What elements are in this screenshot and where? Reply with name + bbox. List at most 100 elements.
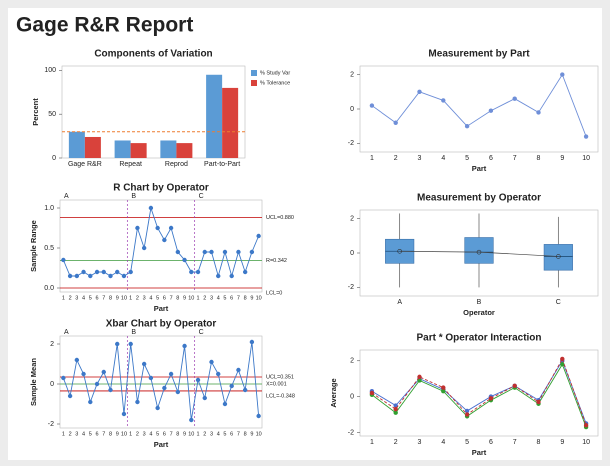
data-point: [560, 72, 565, 77]
x-tick-label: Repeat: [119, 161, 142, 168]
data-point: [189, 417, 194, 423]
x-tick-label: 10: [256, 431, 262, 437]
control-label: UCL=0.351: [266, 374, 294, 380]
data-point: [560, 356, 565, 362]
data-point: [148, 205, 154, 211]
data-point: [216, 371, 221, 377]
x-tick-label: 6: [489, 155, 493, 162]
control-label: UCL=0.880: [266, 215, 294, 221]
data-point: [61, 375, 66, 381]
legend-label: % Study Var: [260, 70, 290, 76]
x-axis-label: Part: [472, 164, 487, 173]
x-axis-label: Part: [154, 304, 169, 313]
plot-frame: [359, 349, 599, 437]
data-point: [536, 110, 541, 115]
data-point: [81, 269, 86, 275]
y-tick-label: 2: [350, 358, 354, 365]
series-line: [371, 363, 587, 428]
x-tick-label: 8: [537, 155, 541, 162]
data-point: [216, 273, 221, 279]
data-point: [222, 249, 228, 255]
x-tick-label: 9: [116, 295, 119, 301]
data-point: [67, 273, 73, 279]
x-tick-label: 9: [250, 431, 253, 437]
data-point: [441, 389, 446, 394]
plot-frame: [59, 199, 263, 293]
x-tick-label: B: [477, 299, 482, 306]
y-tick-label: 0: [50, 381, 54, 388]
y-tick-label: 100: [44, 67, 56, 74]
x-tick-label: 4: [441, 439, 445, 446]
bar: [114, 140, 131, 158]
x-tick-label: 5: [156, 295, 159, 301]
data-point: [560, 362, 565, 367]
data-point: [115, 341, 120, 347]
data-point: [94, 269, 100, 275]
y-tick-label: -2: [348, 140, 354, 147]
x-tick-label: 10: [188, 431, 194, 437]
data-point: [417, 378, 422, 383]
y-tick-label: 0: [52, 155, 56, 162]
x-axis-label: Part: [154, 440, 169, 449]
x-tick-label: 5: [465, 155, 469, 162]
x-tick-label: 2: [203, 295, 206, 301]
x-tick-label: 7: [170, 431, 173, 437]
plot-frame: [59, 335, 263, 429]
data-point: [101, 269, 106, 275]
data-point: [162, 237, 167, 243]
x-tick-label: 5: [223, 431, 226, 437]
data-point: [417, 374, 422, 380]
data-point: [148, 375, 154, 381]
x-tick-label: 3: [210, 431, 213, 437]
x-tick-label: A: [397, 299, 402, 306]
y-tick-label: 2: [50, 341, 54, 348]
data-point: [88, 273, 93, 279]
data-point: [583, 423, 589, 428]
data-point: [393, 120, 398, 125]
bar: [68, 131, 85, 158]
x-tick-label: 9: [116, 431, 119, 437]
x-tick-label: 1: [129, 295, 132, 301]
x-tick-label: 8: [109, 295, 112, 301]
bar: [222, 87, 239, 158]
section-label: B: [131, 329, 136, 336]
data-point: [81, 371, 86, 377]
x-tick-label: 4: [217, 431, 220, 437]
y-tick-label: -2: [348, 429, 354, 436]
x-tick-label: 2: [136, 295, 139, 301]
x-tick-label: 5: [465, 439, 469, 446]
x-tick-label: 6: [163, 295, 166, 301]
bar: [176, 143, 193, 158]
x-tick-label: 7: [513, 439, 517, 446]
mean-point: [556, 254, 561, 259]
x-tick-label: 5: [156, 431, 159, 437]
mean-point: [397, 248, 402, 254]
data-point: [108, 387, 113, 393]
data-point: [101, 369, 106, 375]
section-label: C: [199, 193, 204, 200]
y-axis-label: Sample Mean: [29, 358, 38, 406]
x-axis-label: Operator: [463, 308, 495, 317]
data-point: [369, 390, 375, 396]
data-point: [141, 245, 147, 251]
legend-label: % Tolerance: [260, 80, 290, 86]
x-tick-label: 5: [89, 295, 92, 301]
x-tick-label: 9: [183, 431, 186, 437]
data-point: [512, 383, 517, 389]
x-tick-label: 4: [441, 155, 445, 162]
x-tick-label: 9: [183, 295, 186, 301]
data-point: [488, 396, 494, 401]
x-tick-label: 7: [237, 431, 240, 437]
data-point: [249, 249, 255, 255]
x-tick-label: 2: [69, 431, 72, 437]
x-axis-label: Part: [472, 448, 487, 457]
data-point: [189, 269, 194, 275]
chart-title: Xbar Chart by Operator: [106, 319, 217, 330]
data-point: [74, 357, 80, 363]
data-point: [222, 401, 228, 407]
data-point: [369, 103, 375, 108]
y-tick-label: 1.0: [44, 205, 54, 212]
data-point: [162, 385, 167, 391]
data-point: [441, 385, 446, 390]
